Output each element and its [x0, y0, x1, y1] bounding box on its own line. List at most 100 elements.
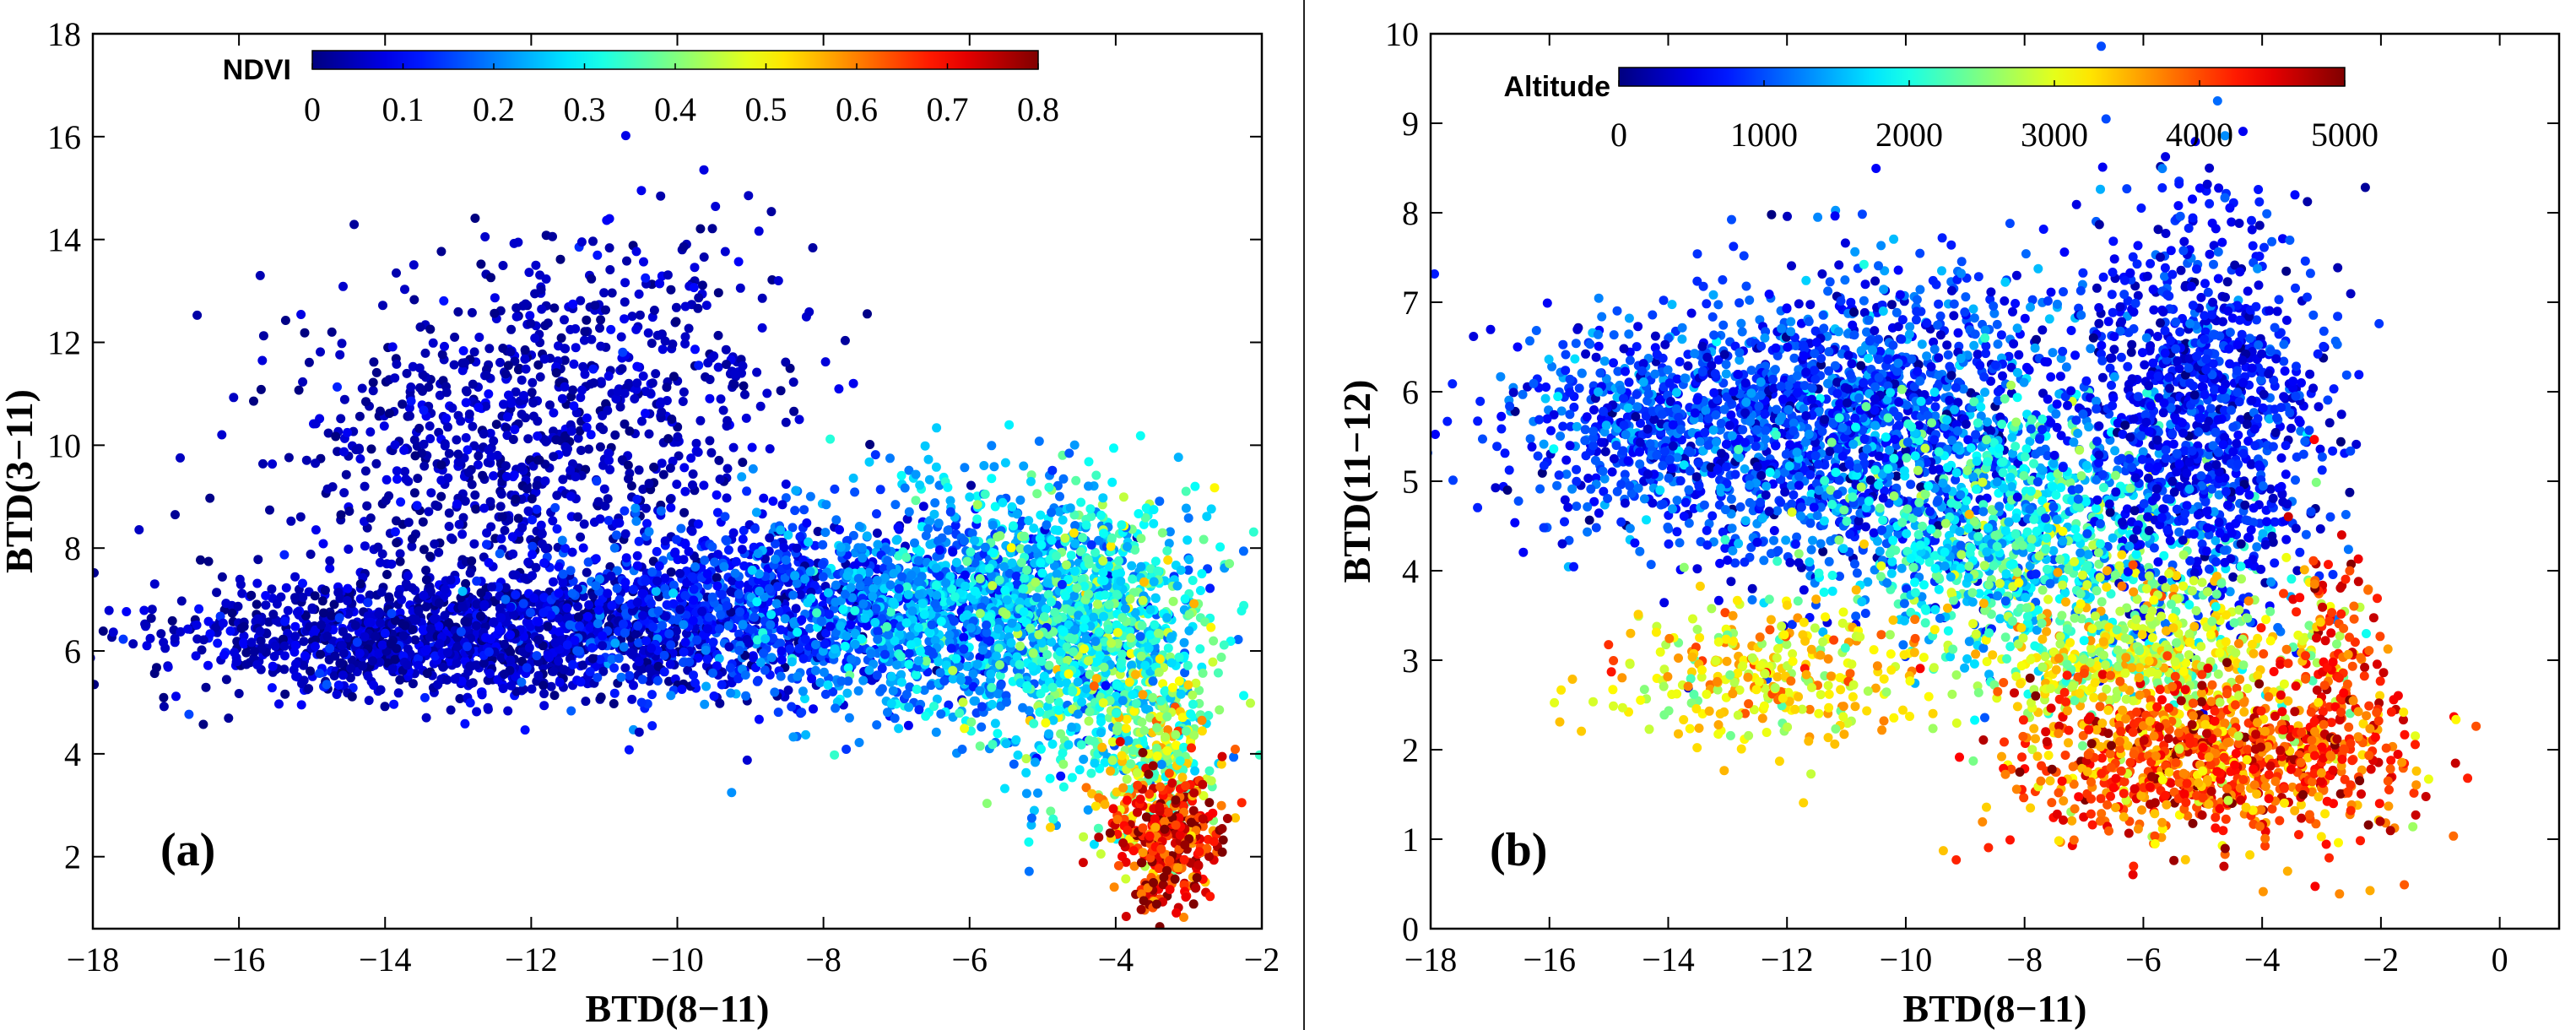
scatter-point [408, 534, 417, 544]
scatter-point [905, 632, 915, 642]
scatter-point [690, 562, 701, 572]
scatter-point [436, 491, 446, 501]
scatter-point [912, 670, 921, 680]
scatter-point [688, 615, 698, 626]
scatter-point [606, 571, 616, 581]
scatter-point [989, 462, 999, 472]
scatter-point [959, 632, 969, 642]
scatter-point [318, 608, 328, 618]
scatter-point [380, 628, 390, 638]
scatter-point [265, 505, 274, 515]
scatter-point [770, 687, 780, 697]
scatter-point [884, 630, 894, 640]
scatter-point [576, 237, 587, 247]
scatter-point [739, 381, 749, 391]
scatter-point [454, 458, 464, 467]
scatter-point [268, 661, 278, 671]
scatter-point [219, 650, 229, 660]
scatter-point [643, 328, 653, 338]
scatter-point [442, 675, 452, 685]
scatter-point [830, 644, 840, 654]
scatter-point [883, 707, 892, 718]
scatter-point [1229, 752, 1239, 762]
scatter-point [227, 608, 237, 618]
scatter-point [701, 645, 711, 655]
scatter-point [1197, 569, 1207, 579]
scatter-point [414, 606, 424, 616]
scatter-point [943, 525, 953, 535]
scatter-point [246, 637, 257, 648]
scatter-point [1181, 486, 1191, 496]
scatter-point [614, 595, 625, 604]
scatter-point [744, 191, 754, 201]
scatter-point [351, 445, 361, 455]
scatter-point [489, 471, 499, 481]
scatter-point [176, 596, 187, 606]
scatter-point [658, 469, 668, 480]
scatter-point [831, 580, 841, 590]
scatter-point [620, 131, 630, 141]
scatter-point [669, 371, 679, 382]
scatter-point [631, 247, 641, 257]
scatter-point [355, 454, 365, 464]
scatter-point [290, 621, 300, 632]
scatter-point [49, 636, 58, 645]
scatter-point [281, 583, 291, 593]
scatter-point [176, 626, 186, 637]
scatter-point [647, 721, 658, 731]
scatter-point [694, 293, 704, 303]
scatter-point [465, 698, 475, 707]
scatter-point [390, 527, 400, 537]
scatter-point [665, 494, 675, 504]
scatter-point [620, 314, 630, 324]
scatter-point [494, 583, 503, 592]
scatter-point [1058, 782, 1069, 792]
scatter-point [333, 588, 344, 598]
scatter-point [580, 369, 590, 379]
scatter-point [680, 486, 690, 496]
scatter-point [754, 714, 764, 724]
scatter-point [357, 383, 367, 393]
scatter-point [473, 460, 483, 470]
scatter-point [680, 339, 690, 349]
scatter-point [705, 375, 715, 384]
scatter-point [945, 507, 955, 517]
scatter-point [1058, 515, 1068, 525]
scatter-point [776, 671, 786, 681]
scatter-point [537, 304, 547, 314]
scatter-point [817, 560, 827, 570]
scatter-point [517, 523, 528, 533]
scatter-point [403, 571, 413, 581]
scatter-point [450, 332, 460, 342]
scatter-point [384, 592, 394, 602]
scatter-point [771, 554, 781, 564]
scatter-point [1056, 771, 1066, 781]
scatter-point [360, 466, 371, 476]
scatter-point [421, 566, 431, 575]
scatter-point [347, 691, 357, 702]
scatter-point [788, 732, 798, 742]
scatter-point [582, 567, 592, 577]
scatter-point [625, 426, 635, 436]
scatter-point [364, 696, 374, 706]
scatter-point [818, 539, 828, 550]
scatter-point [1136, 534, 1146, 544]
scatter-point [486, 634, 495, 644]
scatter-point [641, 503, 651, 513]
scatter-point [659, 667, 669, 677]
scatter-point [599, 484, 609, 494]
scatter-point [434, 598, 444, 608]
scatter-point [531, 487, 541, 497]
scatter-point [407, 583, 417, 593]
scatter-point [819, 667, 829, 677]
scatter-point [463, 468, 474, 478]
scatter-point [970, 535, 980, 545]
scatter-point [279, 641, 290, 651]
scatter-point [978, 645, 988, 655]
scatter-point [653, 661, 663, 671]
scatter-point [481, 401, 491, 411]
scatter-point [156, 629, 166, 639]
scatter-point [395, 675, 405, 685]
scatter-point [167, 615, 177, 626]
scatter-point [627, 312, 637, 322]
